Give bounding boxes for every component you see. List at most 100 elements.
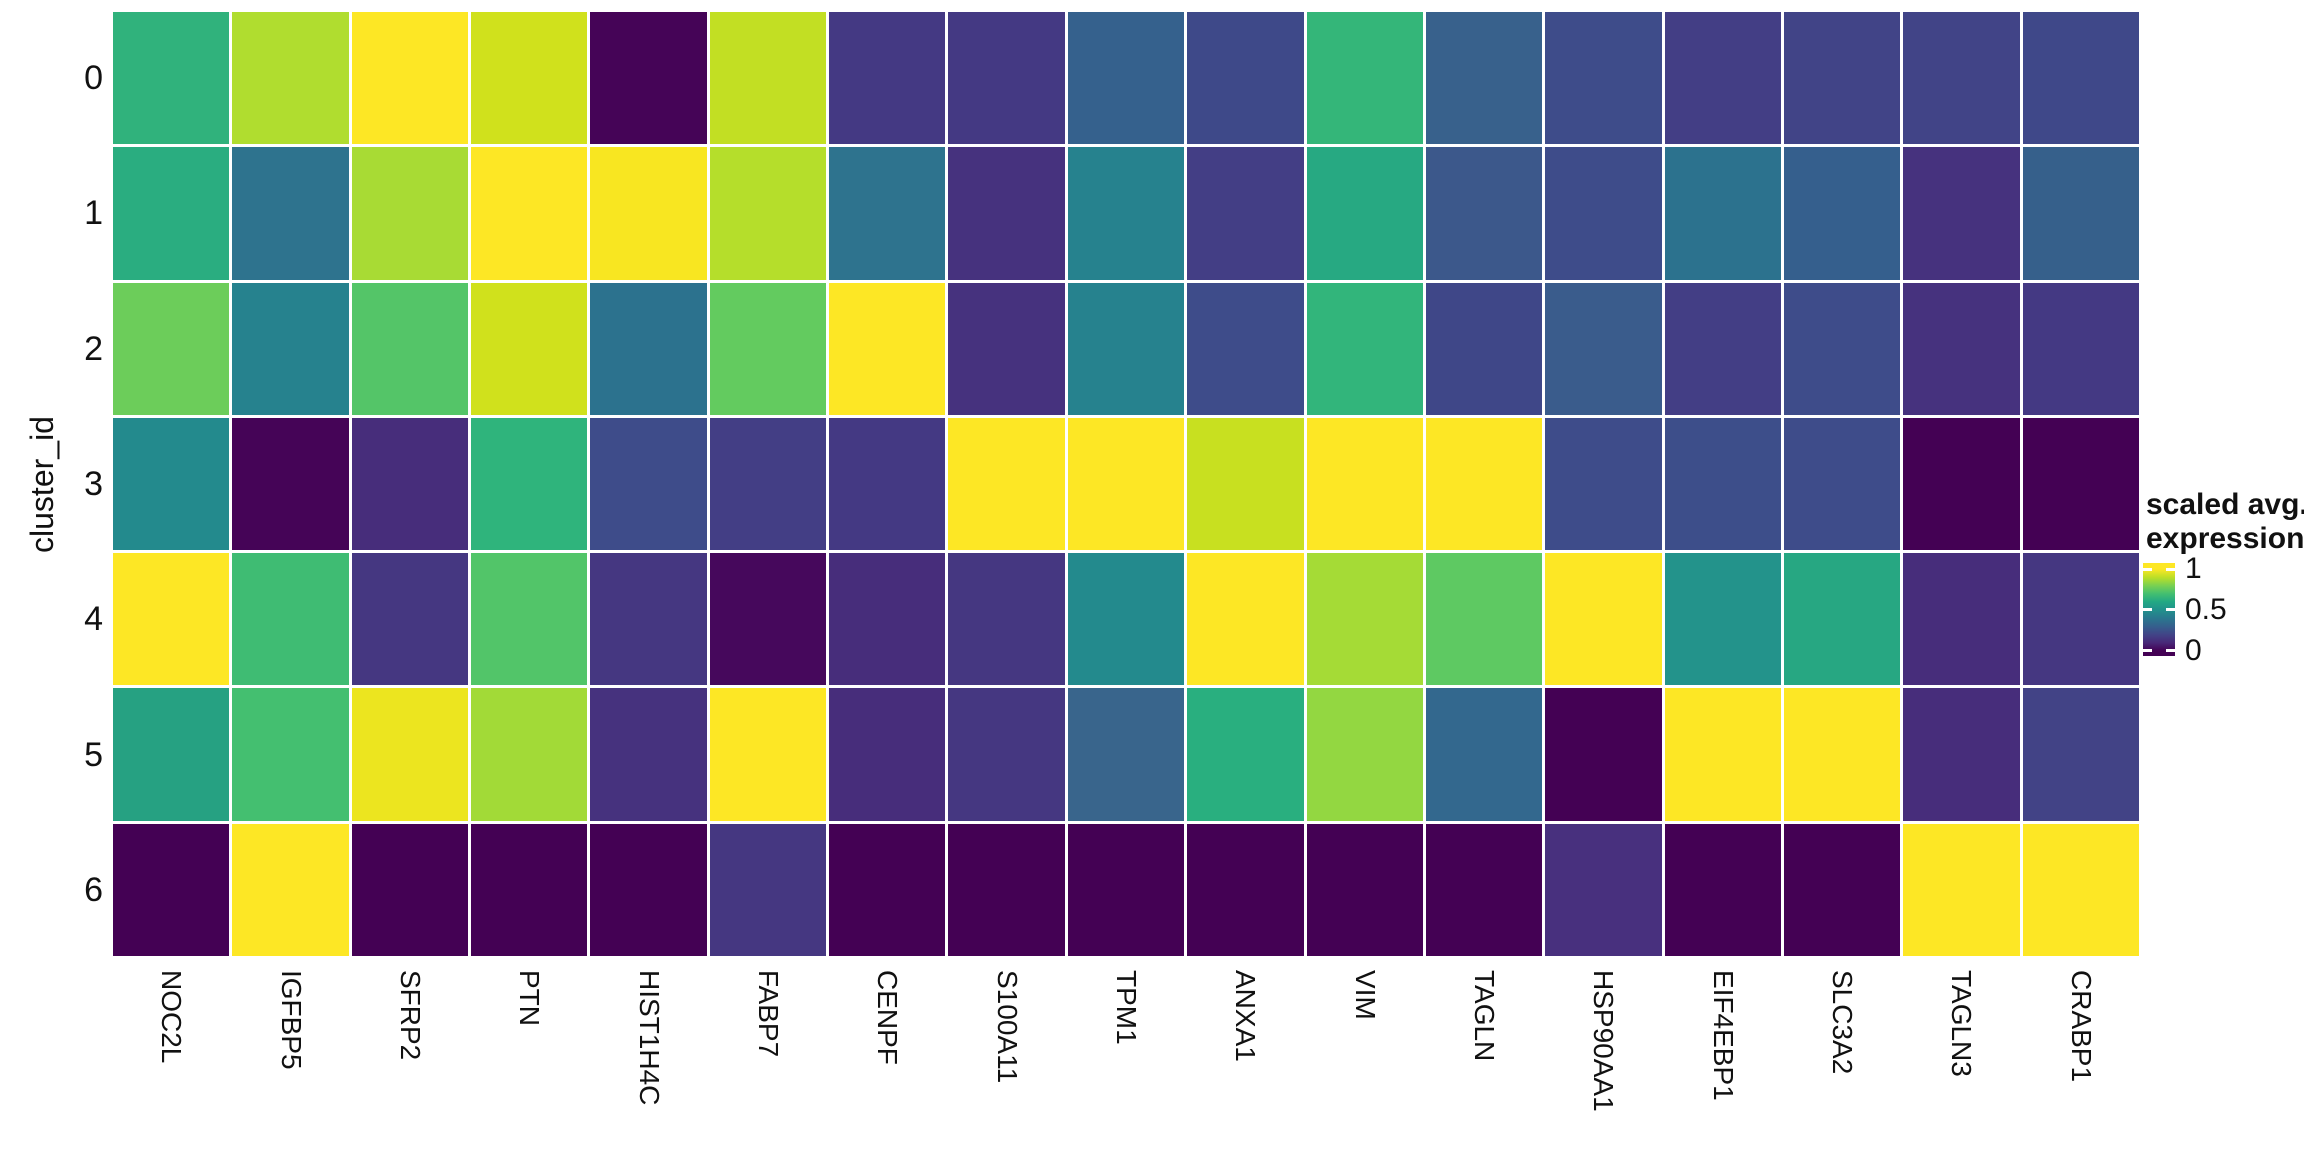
heatmap-cell <box>351 417 469 551</box>
x-tick-label: IGFBP5 <box>275 970 307 1070</box>
x-tick-label: PTN <box>514 970 546 1026</box>
heatmap-cell <box>1545 823 1662 956</box>
y-tick-label: 4 <box>84 600 103 639</box>
heatmap-cell <box>1903 823 2020 956</box>
heatmap-cell <box>351 553 469 686</box>
heatmap-cell <box>232 553 349 686</box>
heatmap-cell <box>1545 553 1662 686</box>
x-tick-label: TPM1 <box>1111 970 1142 1045</box>
heatmap-cell <box>1425 553 1543 686</box>
heatmap-cell <box>1903 553 2020 686</box>
heatmap-cell <box>829 823 946 956</box>
legend-tick-mark <box>2143 608 2152 612</box>
heatmap-cell <box>1903 688 2020 821</box>
y-tick-label: 0 <box>84 59 103 98</box>
heatmap-cell <box>1425 282 1543 415</box>
legend-tick-mark <box>2166 608 2175 612</box>
heatmap-cell <box>1545 417 1662 551</box>
heatmap-cell <box>1067 147 1185 280</box>
heatmap-cell <box>1067 12 1185 145</box>
heatmap-cell <box>590 282 707 415</box>
heatmap-cell <box>113 417 230 551</box>
heatmap-cell <box>113 282 230 415</box>
heatmap-cell <box>1903 12 2020 145</box>
y-tick-label: 2 <box>84 329 103 368</box>
heatmap-cell <box>1187 823 1304 956</box>
heatmap-cell <box>590 823 707 956</box>
heatmap-cell <box>1187 147 1304 280</box>
x-tick-label: TAGLN <box>1469 970 1501 1062</box>
x-tick-label: CENPF <box>872 970 904 1065</box>
heatmap-cell <box>2022 282 2139 415</box>
heatmap-cell <box>709 12 827 145</box>
x-tick-label: S100A11 <box>991 970 1023 1084</box>
heatmap-cell <box>232 147 349 280</box>
heatmap-cell <box>709 688 827 821</box>
heatmap-cell <box>1067 823 1185 956</box>
heatmap-cell <box>1187 12 1304 145</box>
heatmap-cell <box>1306 553 1423 686</box>
y-tick-label: 3 <box>84 465 103 503</box>
heatmap-cell <box>471 553 588 686</box>
heatmap-cell <box>232 688 349 821</box>
heatmap-cell <box>709 823 827 956</box>
heatmap-cell <box>1306 147 1423 280</box>
y-tick-label: 6 <box>84 870 103 909</box>
heatmap-cell <box>1664 688 1781 821</box>
heatmap-cell <box>1187 688 1304 821</box>
heatmap-cell <box>829 282 946 415</box>
heatmap-cell <box>829 417 946 551</box>
heatmap-cell <box>709 147 827 280</box>
heatmap-cell <box>351 823 469 956</box>
heatmap-cell <box>232 12 349 145</box>
heatmap-cell <box>351 12 469 145</box>
heatmap-cell <box>351 282 469 415</box>
x-tick-label: SFRP2 <box>394 970 426 1061</box>
legend-tick-mark <box>2143 567 2152 571</box>
legend-tick-mark <box>2166 649 2175 653</box>
legend-tick-label: 0.5 <box>2185 592 2227 626</box>
heatmap-cell <box>1664 417 1781 551</box>
heatmap-cell <box>1783 823 1901 956</box>
heatmap-cell <box>1306 282 1423 415</box>
heatmap-cell <box>471 147 588 280</box>
heatmap-cell <box>113 147 230 280</box>
x-tick-label: EIF4EBP1 <box>1707 970 1739 1101</box>
heatmap-cell <box>1067 417 1185 551</box>
heatmap-cell <box>1187 553 1304 686</box>
heatmap-cell <box>1306 12 1423 145</box>
heatmap-cell <box>471 688 588 821</box>
heatmap-cell <box>590 147 707 280</box>
legend-tick-label: 0 <box>2185 633 2202 667</box>
legend-tick-label: 1 <box>2185 552 2202 586</box>
heatmap-cell <box>471 282 588 415</box>
heatmap-cell <box>590 553 707 686</box>
heatmap-cell <box>232 282 349 415</box>
x-tick-label: HIST1H4C <box>633 970 665 1106</box>
heatmap-cell <box>590 417 707 551</box>
legend-title: scaled avg. expression <box>2146 488 2304 556</box>
y-tick-label: 5 <box>84 735 103 774</box>
heatmap-cell <box>829 12 946 145</box>
x-tick-label: FABP7 <box>752 970 784 1058</box>
heatmap-cell <box>1783 417 1901 551</box>
heatmap-cell <box>113 823 230 956</box>
heatmap-cell <box>1425 417 1543 551</box>
legend-colorbar <box>2143 563 2175 656</box>
heatmap-cell <box>1425 823 1543 956</box>
heatmap-cell <box>1187 417 1304 551</box>
heatmap-cell <box>948 282 1065 415</box>
heatmap-cell <box>829 147 946 280</box>
heatmap-cell <box>948 12 1065 145</box>
heatmap-cell <box>1545 282 1662 415</box>
heatmap-cell <box>471 417 588 551</box>
heatmap-cell <box>1783 147 1901 280</box>
x-tick-label: CRABP1 <box>2065 970 2097 1083</box>
heatmap-cell <box>1664 553 1781 686</box>
heatmap-cell <box>1425 688 1543 821</box>
x-tick-label: ANXA1 <box>1230 970 1262 1062</box>
heatmap-cell <box>1306 417 1423 551</box>
heatmap-cell <box>1067 688 1185 821</box>
heatmap-cell <box>1306 823 1423 956</box>
